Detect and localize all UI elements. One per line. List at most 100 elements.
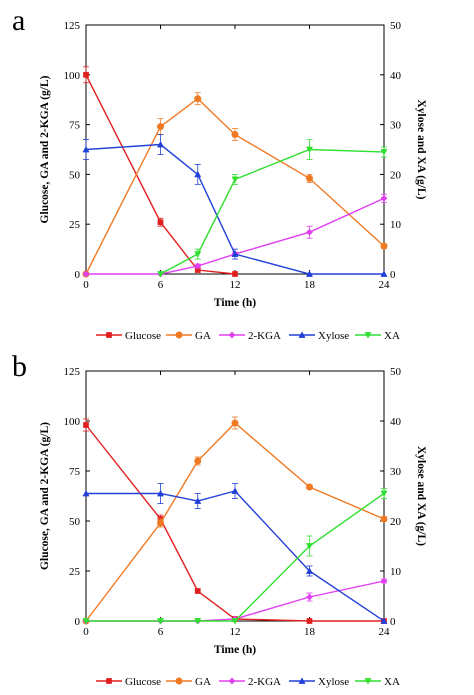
data-point: [305, 146, 314, 154]
y2-tick-label: 10: [390, 566, 402, 578]
data-point: [305, 270, 314, 277]
data-point: [231, 250, 239, 257]
legend-item: GA: [166, 676, 211, 688]
legend-item: 2-KGA: [219, 676, 281, 688]
data-point: [194, 457, 202, 465]
legend-label: 2-KGA: [248, 330, 281, 342]
data-point: [83, 71, 89, 78]
data-point: [306, 174, 313, 182]
x-tick-label: 12: [230, 626, 241, 638]
series-line: [86, 490, 385, 622]
legend-label: XA: [384, 676, 400, 688]
legend-label: Xylose: [318, 676, 349, 688]
data-point: [82, 618, 90, 625]
legend-label: XA: [384, 330, 400, 342]
data-point: [194, 251, 202, 258]
legend-item: GA: [166, 330, 211, 342]
x-axis-title: Time (h): [214, 297, 256, 309]
data-point: [156, 618, 165, 625]
legend-item: 2-KGA: [219, 330, 281, 342]
series-line: [85, 97, 385, 275]
y-tick-label: 125: [64, 20, 81, 32]
data-point: [232, 271, 238, 277]
legend-swatch-marker: [175, 331, 183, 339]
y2-tick-label: 0: [390, 616, 396, 628]
y-axis-title: Glucose, GA and 2-KGA (g/L): [39, 75, 51, 223]
y2-tick-label: 10: [390, 219, 402, 231]
y-tick-label: 75: [69, 466, 81, 478]
y2-tick-label: 20: [390, 169, 402, 181]
legend-swatch-marker: [228, 677, 236, 685]
legend-item: Glucose: [96, 330, 161, 342]
data-point: [380, 270, 388, 277]
x-axis-title: Time (h): [214, 644, 256, 656]
series-line: [85, 424, 384, 622]
data-point: [380, 617, 388, 624]
series-glucose: [83, 66, 238, 277]
legend-item: XA: [355, 676, 400, 688]
legend-swatch-marker: [298, 331, 306, 338]
data-point: [157, 219, 164, 226]
data-point: [82, 145, 90, 153]
data-point: [194, 95, 202, 103]
x-tick-label: 18: [304, 279, 316, 291]
x-tick-label: 24: [379, 279, 391, 291]
y-tick-label: 75: [69, 120, 81, 132]
y2-tick-label: 30: [390, 466, 402, 478]
legend-label: GA: [195, 676, 211, 688]
data-point: [194, 588, 201, 594]
y2-axis-title: Xylose and XA (g/L): [415, 446, 427, 546]
data-point: [231, 487, 239, 494]
data-point: [380, 577, 388, 585]
data-point: [157, 519, 164, 527]
y-tick-label: 100: [64, 416, 81, 428]
data-point: [83, 422, 89, 428]
data-point: [82, 270, 90, 278]
series-xylose: [82, 134, 388, 277]
series-ga: [82, 92, 388, 278]
y-tick-label: 25: [69, 219, 81, 231]
data-point: [305, 567, 314, 574]
data-point: [156, 489, 165, 497]
series-xa: [82, 488, 388, 625]
legend-swatch-marker: [106, 678, 112, 684]
data-point: [305, 543, 314, 550]
legend-item: Glucose: [96, 676, 161, 688]
legend-swatch-marker: [228, 331, 236, 339]
legend-item: Xylose: [289, 330, 349, 342]
legend-swatch-marker: [364, 678, 372, 685]
series-line: [160, 148, 385, 275]
legend-swatch-marker: [298, 677, 306, 684]
data-point: [194, 170, 202, 178]
legend: Glucose GA 2-KGA Xylose XA: [96, 330, 400, 342]
data-point: [82, 489, 90, 497]
series-ga: [82, 416, 388, 625]
legend-item: Xylose: [289, 676, 349, 688]
y-tick-label: 50: [69, 516, 81, 528]
y2-tick-label: 40: [390, 70, 402, 82]
legend-label: Glucose: [125, 330, 161, 342]
data-point: [231, 131, 239, 139]
x-tick-label: 12: [230, 279, 241, 291]
data-point: [306, 228, 313, 236]
series-2-kga: [82, 577, 388, 625]
data-point: [380, 515, 388, 523]
legend-label: Glucose: [125, 676, 161, 688]
data-point: [380, 194, 388, 202]
legend-label: 2-KGA: [248, 676, 281, 688]
y-tick-label: 0: [75, 616, 81, 628]
legend-label: GA: [195, 330, 211, 342]
series-line: [86, 580, 385, 622]
legend-item: XA: [355, 330, 400, 342]
data-point: [306, 593, 313, 601]
data-point: [306, 483, 313, 491]
series-line: [86, 492, 385, 622]
series-line: [85, 143, 384, 275]
data-point: [306, 618, 313, 624]
x-tick-label: 0: [83, 279, 89, 291]
plot-frame: [85, 24, 385, 275]
series-xylose: [82, 483, 388, 624]
data-point: [156, 140, 165, 148]
data-point: [380, 149, 388, 156]
